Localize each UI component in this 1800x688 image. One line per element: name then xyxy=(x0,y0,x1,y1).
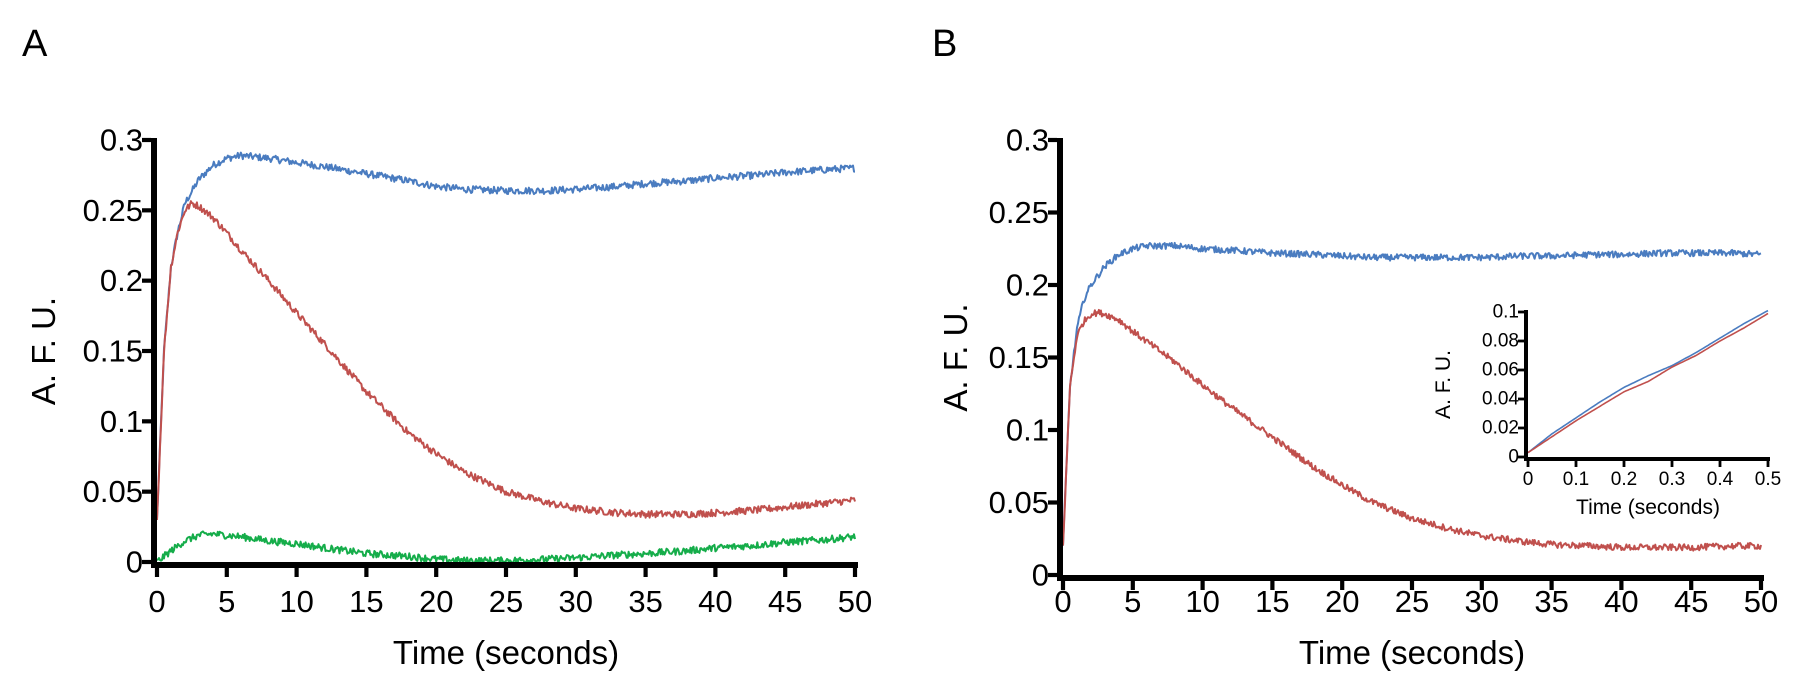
chart-a-x-axis-title: Time (seconds) xyxy=(393,634,619,671)
chart-a-y-tick-label: 0.1 xyxy=(100,404,143,439)
chart-b-series-red xyxy=(1062,308,1762,552)
chart-b-series-blue xyxy=(1062,241,1762,546)
chart-inset-y-axis-title: A. F. U. xyxy=(1432,350,1455,419)
chart-b-x-tick-label: 40 xyxy=(1604,584,1638,619)
chart-b-x-tick-label: 15 xyxy=(1255,584,1289,619)
chart-inset-y-tick-label: 0.08 xyxy=(1482,331,1519,352)
chart-inset-y-tick-label: 0.04 xyxy=(1482,389,1519,410)
chart-b-x-tick-label: 25 xyxy=(1395,584,1429,619)
chart-b-x-tick-label: 35 xyxy=(1534,584,1568,619)
chart-a-x-tick-label: 10 xyxy=(279,584,313,619)
chart-b-x-tick-label: 20 xyxy=(1325,584,1359,619)
chart-a-series-green xyxy=(156,530,856,565)
chart-a-x-tick-label: 45 xyxy=(768,584,802,619)
chart-a-y-tick-label: 0.05 xyxy=(83,474,143,509)
chart-b-x-tick-label: 30 xyxy=(1465,584,1499,619)
chart-b-y-tick-label: 0.3 xyxy=(1006,123,1049,158)
chart-inset-x-tick-label: 0.2 xyxy=(1611,469,1637,490)
chart-a-x-tick-label: 5 xyxy=(218,584,235,619)
chart-b-x-tick-label: 45 xyxy=(1674,584,1708,619)
chart-a-y-tick-label: 0 xyxy=(126,545,143,580)
chart-b-x-tick-label: 10 xyxy=(1185,584,1219,619)
chart-b-y-tick-label: 0.25 xyxy=(989,195,1049,230)
chart-a-y-axis-title: A. F. U. xyxy=(25,297,62,405)
chart-b-x-axis-title: Time (seconds) xyxy=(1299,634,1525,671)
chart-a-y-tick-label: 0.25 xyxy=(83,193,143,228)
chart-a-y-tick-label: 0.3 xyxy=(100,123,143,158)
chart-b-x-tick-label: 0 xyxy=(1054,584,1071,619)
chart-a-series-blue xyxy=(156,151,855,519)
chart-a-x-tick-label: 25 xyxy=(489,584,523,619)
chart-inset-y-tick-label: 0.02 xyxy=(1482,418,1519,439)
chart-a-x-tick-label: 30 xyxy=(559,584,593,619)
chart-b-x-tick-label: 5 xyxy=(1124,584,1141,619)
chart-a-x-tick-label: 0 xyxy=(148,584,165,619)
chart-a-y-tick-label: 0.2 xyxy=(100,263,143,298)
chart-inset-x-axis-title: Time (seconds) xyxy=(1576,496,1720,519)
panel-label-b: B xyxy=(932,23,957,65)
chart-a-x-tick-label: 50 xyxy=(838,584,872,619)
chart-inset-y-tick-label: 0.06 xyxy=(1482,360,1519,381)
chart-a-series-red xyxy=(156,200,856,521)
chart-a-x-tick-label: 40 xyxy=(698,584,732,619)
chart-b-y-tick-label: 0.1 xyxy=(1006,413,1049,448)
chart-b-y-tick-label: 0 xyxy=(1032,558,1049,593)
chart-b-y-tick-label: 0.2 xyxy=(1006,268,1049,303)
chart-b-y-tick-label: 0.15 xyxy=(989,340,1049,375)
chart-b-y-axis-title: A. F. U. xyxy=(937,303,974,411)
chart-inset-x-tick-label: 0 xyxy=(1523,469,1534,490)
chart-panel-a: 0 5 10 15 20 25 30 35 40 45 50 0 0.05 0.1 0.15 0.2 0.25 0… xyxy=(25,123,872,672)
chart-inset-series-red xyxy=(1527,312,1769,454)
chart-panel-b-inset: 0 0.1 0.2 0.3 0.4 0.5 0 0.02 0.04 0.06 0.08 0.1 Time… xyxy=(1432,302,1781,520)
chart-panel-b: 0 5 10 15 20 25 30 35 40 45 50 0 0.05 0.1 0.15 0.2 0.25 0… xyxy=(937,123,1778,672)
panel-label-a: A xyxy=(22,23,48,65)
chart-inset-x-tick-label: 0.3 xyxy=(1659,469,1685,490)
chart-inset-x-tick-label: 0.1 xyxy=(1563,469,1589,490)
chart-a-y-tick-label: 0.15 xyxy=(83,334,143,369)
chart-b-x-tick-label: 50 xyxy=(1744,584,1778,619)
chart-a-x-tick-label: 35 xyxy=(628,584,662,619)
chart-b-y-tick-label: 0.05 xyxy=(989,485,1049,520)
chart-inset-y-tick-label: 0.1 xyxy=(1493,302,1519,323)
chart-inset-x-tick-label: 0.4 xyxy=(1707,469,1734,490)
chart-inset-x-tick-label: 0.5 xyxy=(1755,469,1781,490)
chart-a-x-tick-label: 20 xyxy=(419,584,453,619)
chart-a-x-tick-label: 15 xyxy=(349,584,383,619)
chart-inset-series-blue xyxy=(1527,309,1769,454)
chart-inset-y-tick-label: 0 xyxy=(1508,447,1519,468)
